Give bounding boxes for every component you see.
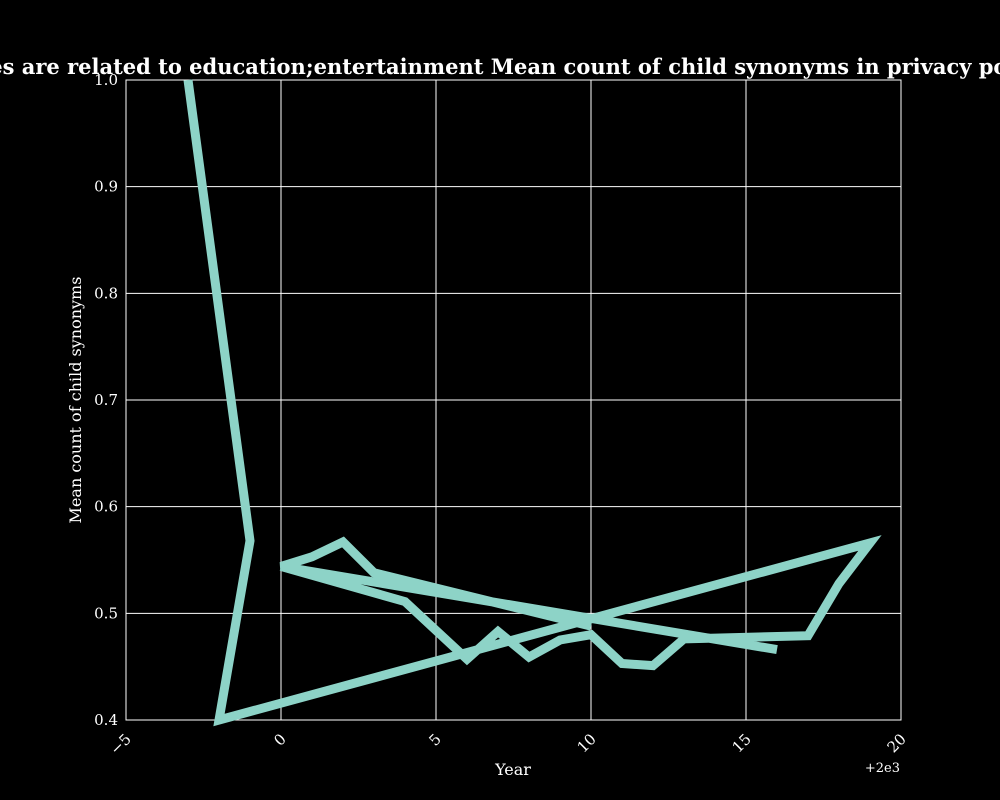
grid xyxy=(125,79,902,721)
chart-title: ...hen categories are related to educati… xyxy=(0,54,1000,79)
y-axis-label: Mean count of child synonyms xyxy=(66,277,85,524)
y-tick-label: 0.9 xyxy=(94,178,118,196)
y-tick-label: 0.8 xyxy=(94,284,118,302)
y-tick-label: 0.4 xyxy=(94,711,118,729)
y-tick-labels: 0.4 0.5 0.6 0.7 0.8 0.9 1.0 xyxy=(94,71,118,729)
series-layer xyxy=(183,79,882,727)
y-tick-label: 0.6 xyxy=(94,498,118,516)
y-tick-label: 0.7 xyxy=(94,391,118,409)
y-tick-label: 1.0 xyxy=(94,71,118,89)
x-offset-label: +2e3 xyxy=(865,761,900,776)
series-line xyxy=(183,79,882,727)
y-tick-label: 0.5 xyxy=(94,604,118,622)
x-axis-label: Year xyxy=(494,760,531,779)
plot-frame xyxy=(125,79,902,721)
